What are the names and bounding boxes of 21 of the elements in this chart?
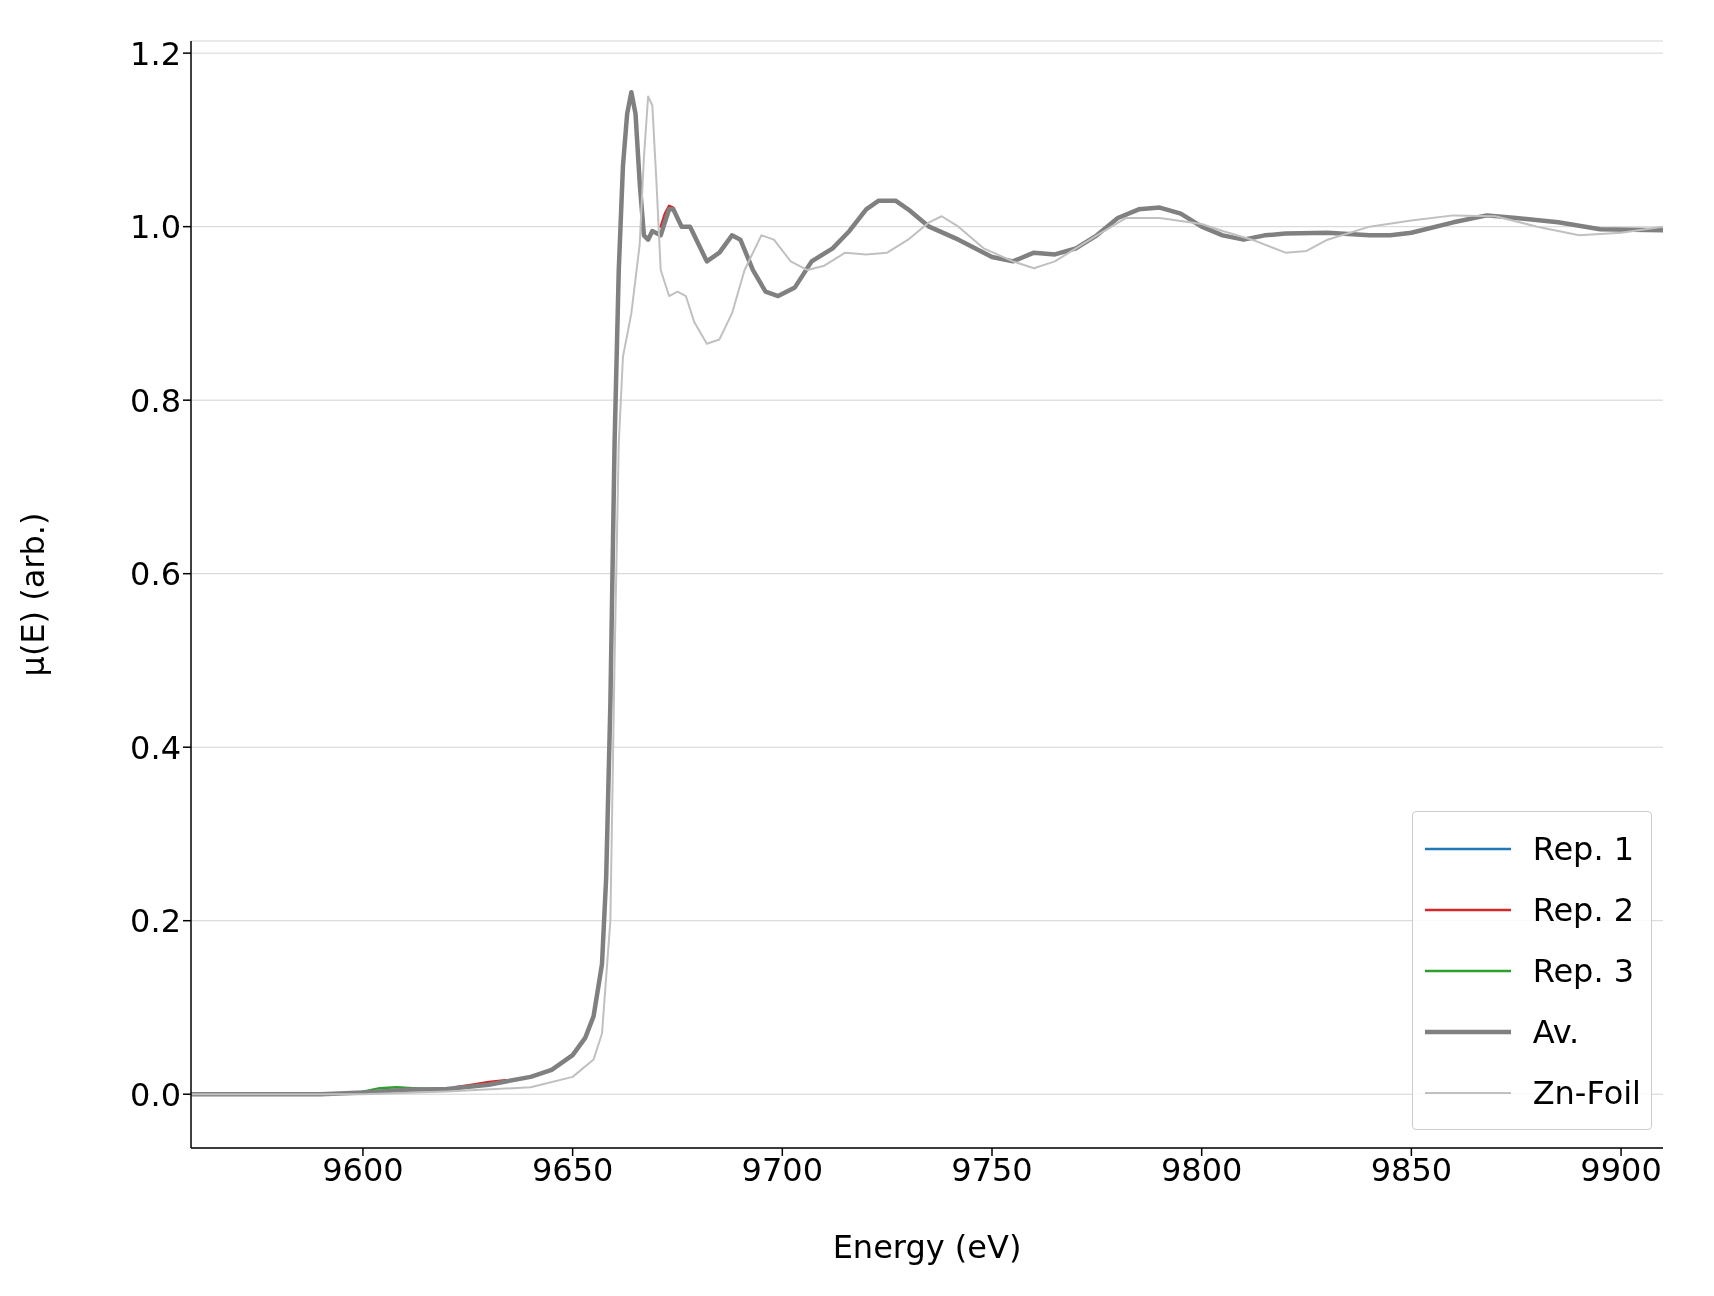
legend-label: Rep. 1 [1532,829,1635,868]
y-axis-title: μ(E) (arb.) [14,512,53,677]
x-tick-label: 9800 [1160,1150,1243,1189]
x-axis-title: Energy (eV) [832,1228,1022,1266]
y-tick-label: 0.4 [130,728,181,767]
legend-label: Av. [1532,1012,1580,1051]
x-tick-label: 9700 [741,1150,824,1189]
y-tick-label: 0.0 [130,1075,181,1114]
x-tick-label: 9900 [1580,1150,1662,1189]
y-tick-label: 0.2 [130,902,181,941]
x-tick-label: 9750 [951,1150,1033,1189]
legend-label: Rep. 2 [1532,890,1635,929]
x-tick-label: 9650 [531,1150,614,1189]
x-tick-label: 9600 [322,1150,404,1189]
legend-label: Rep. 3 [1532,951,1635,990]
y-tick-label: 0.6 [130,555,181,594]
y-tick-label: 1.0 [130,208,181,247]
legend-label: Zn-Foil [1532,1073,1641,1112]
y-tick-label: 1.2 [130,34,181,73]
x-tick-label: 9850 [1370,1150,1453,1189]
y-tick-label: 0.8 [130,381,181,420]
